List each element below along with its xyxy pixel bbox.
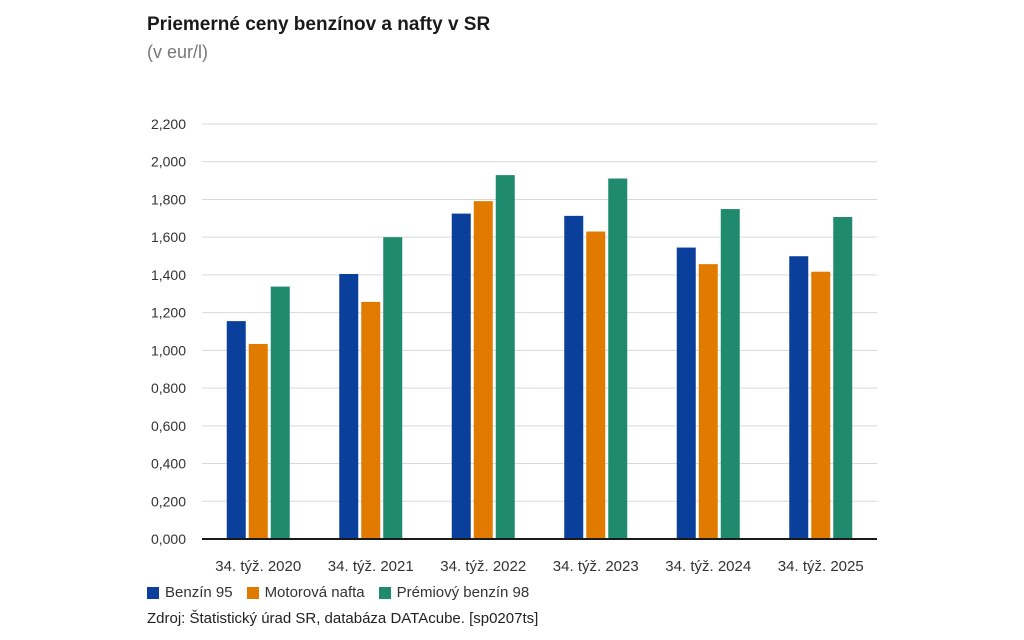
y-tick-label: 2,000 [151, 154, 186, 170]
x-tick-label: 34. týž. 2021 [328, 558, 414, 575]
bar [473, 201, 493, 539]
bar [720, 209, 740, 539]
bar [383, 237, 403, 539]
y-tick-label: 1,400 [151, 267, 186, 283]
y-tick-label: 1,800 [151, 191, 186, 207]
bar [608, 178, 628, 539]
bar [248, 343, 268, 539]
y-tick-label: 1,200 [151, 305, 186, 321]
x-tick-label: 34. týž. 2024 [665, 558, 751, 575]
y-tick-label: 1,600 [151, 229, 186, 245]
x-tick-label: 34. týž. 2023 [553, 558, 639, 575]
bar [495, 175, 515, 539]
legend-item-motorova-nafta: Motorová nafta [246, 584, 365, 601]
bar [586, 231, 606, 540]
chart-source: Zdroj: Štatistický úrad SR, databáza DAT… [147, 610, 539, 627]
bar [811, 271, 831, 539]
y-tick-label: 1,000 [151, 342, 186, 358]
bar [676, 247, 696, 539]
y-tick-label: 0,800 [151, 380, 186, 396]
y-tick-label: 2,200 [151, 116, 186, 132]
x-tick-label: 34. týž. 2025 [778, 558, 864, 575]
legend-item-premiovy-benzin-98: Prémiový benzín 98 [378, 584, 530, 601]
chart-legend: Benzín 95 Motorová nafta Prémiový benzín… [147, 584, 543, 601]
x-tick-label: 34. týž. 2022 [440, 558, 526, 575]
legend-swatch [378, 586, 391, 599]
bar [361, 301, 381, 539]
bar [564, 215, 584, 539]
bar [451, 213, 471, 539]
legend-label: Benzín 95 [165, 584, 233, 601]
legend-item-benzin-95: Benzín 95 [147, 584, 233, 601]
y-tick-label: 0,600 [151, 418, 186, 434]
legend-label: Motorová nafta [264, 584, 365, 601]
bar [833, 216, 853, 539]
y-tick-label: 0,000 [151, 531, 186, 547]
chart-title: Priemerné ceny benzínov a nafty v SR [147, 14, 491, 35]
y-tick-label: 0,400 [151, 456, 186, 472]
x-tick-label: 34. týž. 2020 [215, 558, 301, 575]
bar [270, 286, 290, 539]
y-tick-label: 0,200 [151, 493, 186, 509]
bar [339, 273, 359, 539]
bar [226, 321, 246, 539]
legend-label: Prémiový benzín 98 [396, 584, 530, 601]
legend-swatch [246, 586, 259, 599]
chart-subtitle: (v eur/l) [147, 42, 209, 62]
bar [789, 256, 809, 539]
legend-swatch [147, 586, 159, 599]
bar [698, 264, 718, 539]
bar-chart: 0,000 0,200 0,400 0,600 0,800 1,000 1,200 1,400… [151, 116, 877, 575]
